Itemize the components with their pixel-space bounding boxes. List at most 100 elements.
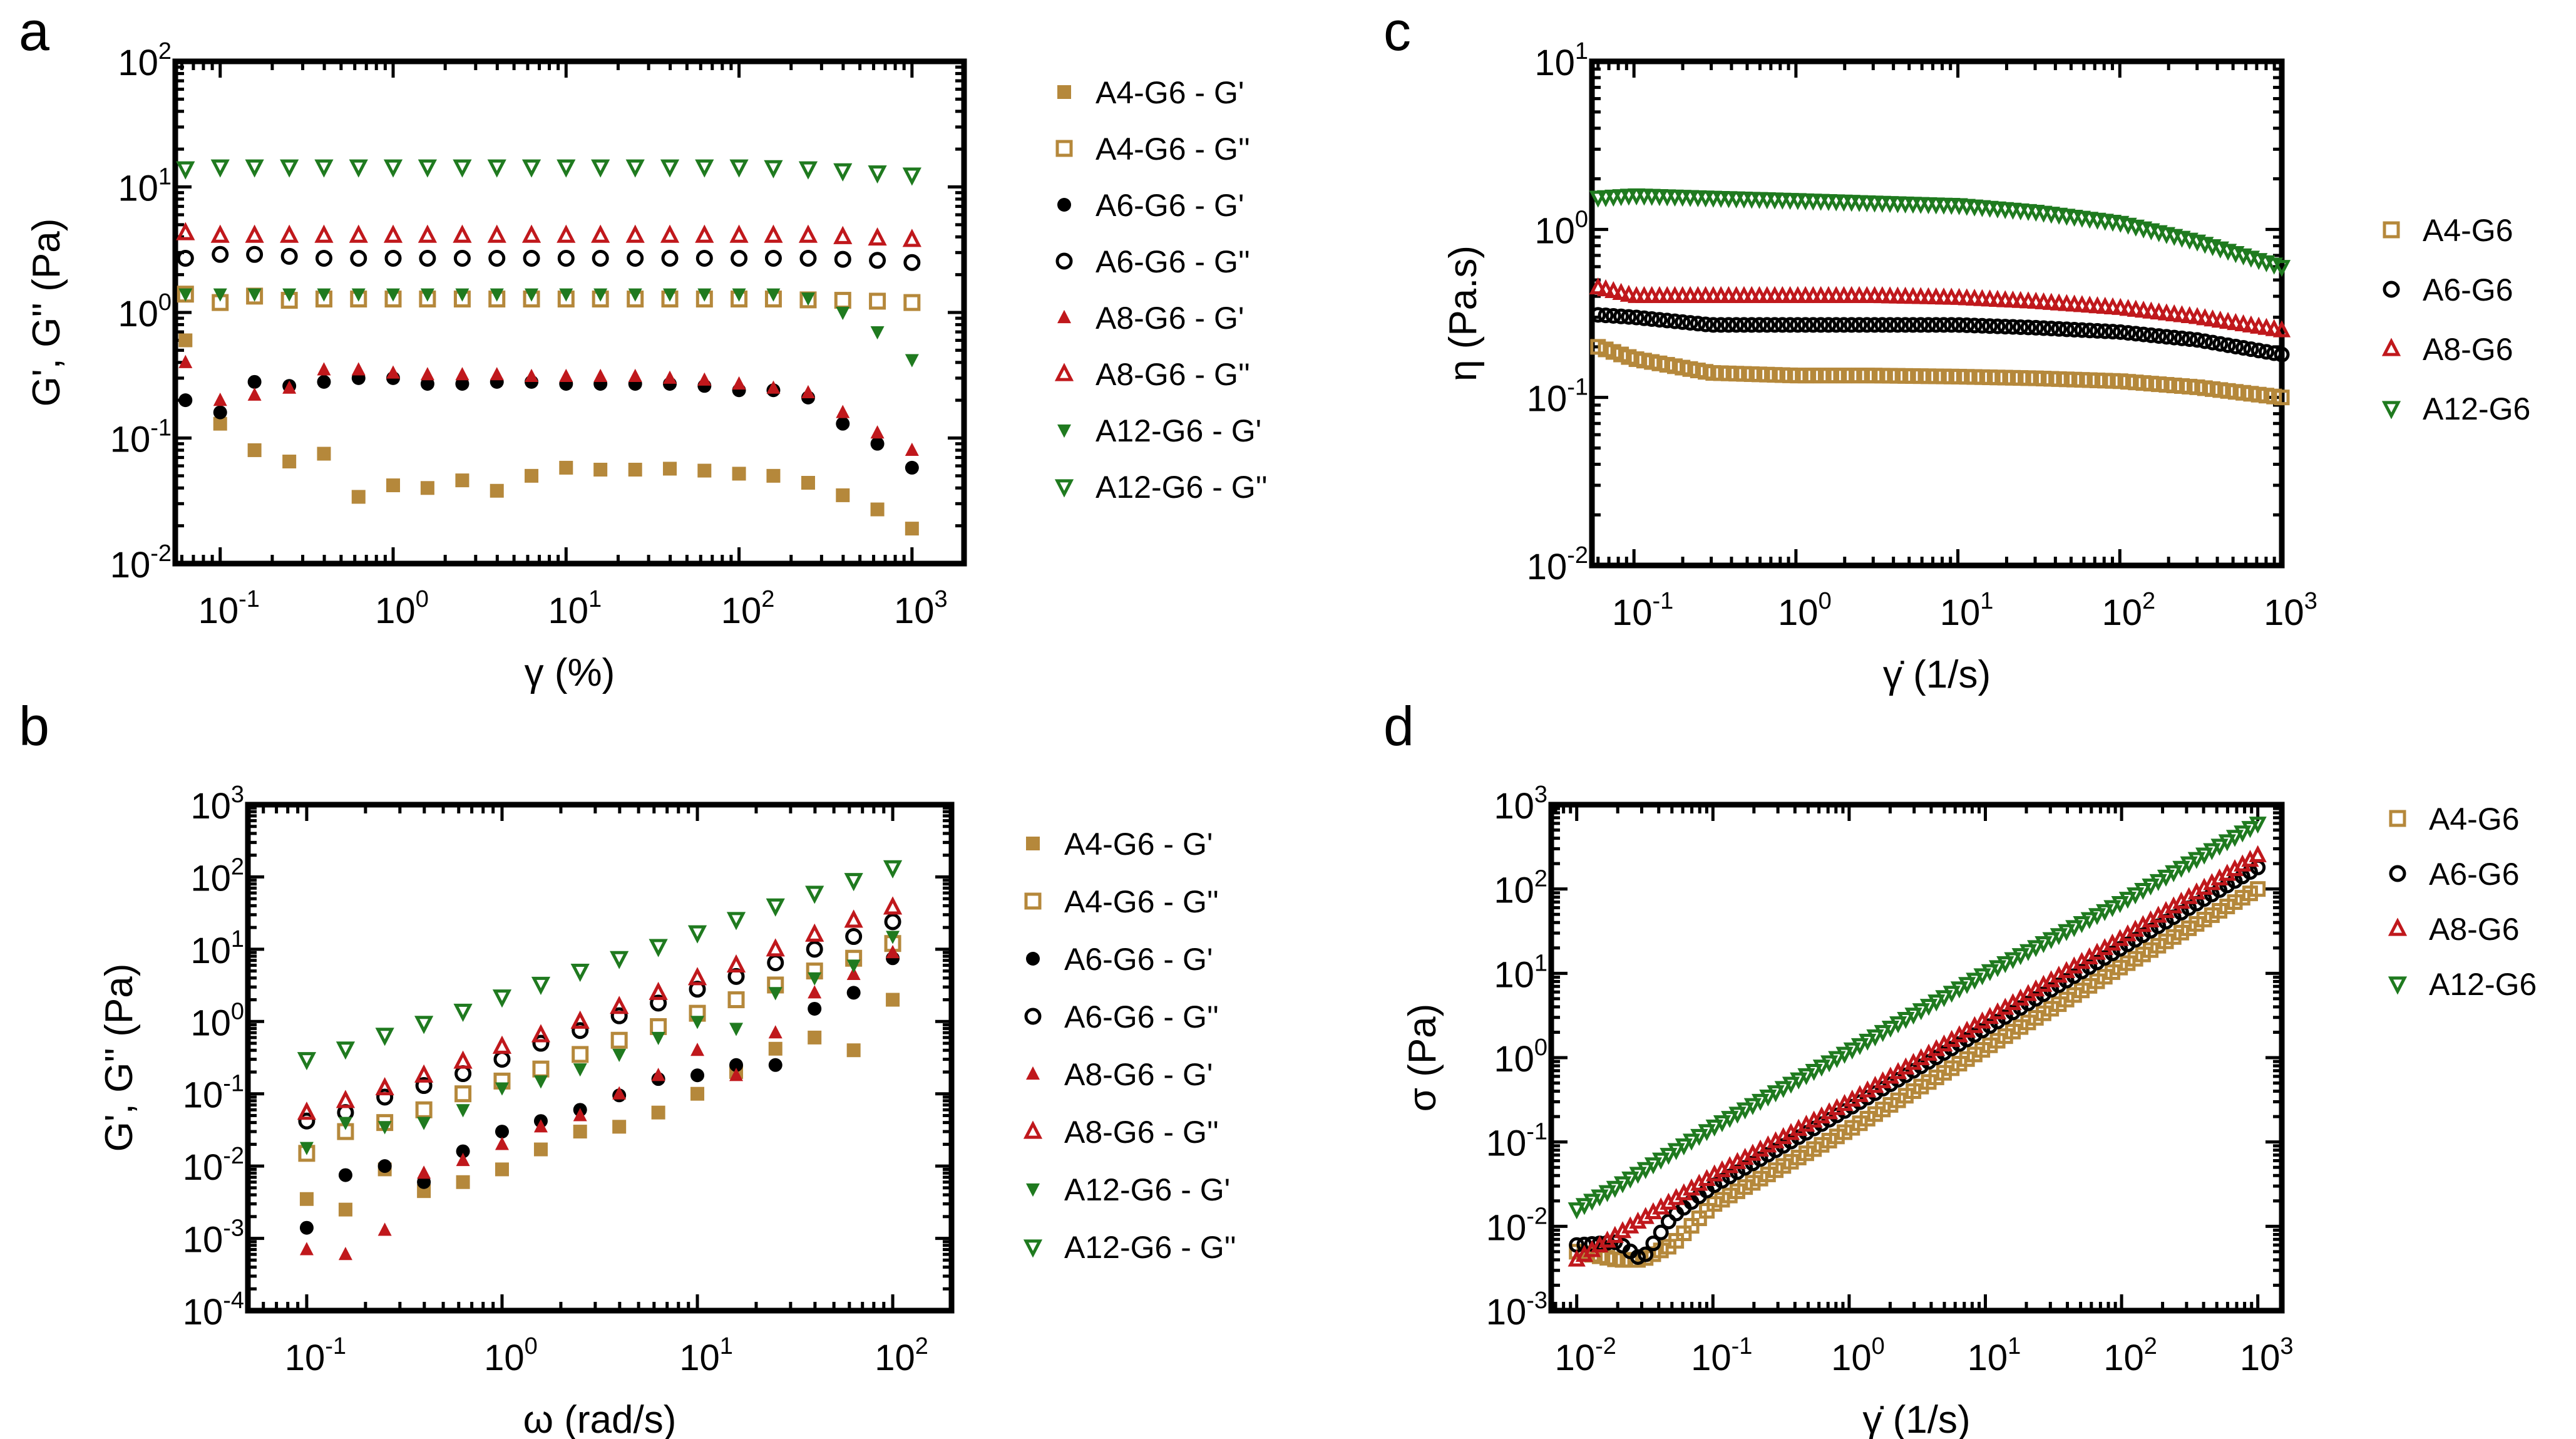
x-tick-label: 10-1 <box>1612 588 1673 633</box>
data-point <box>557 224 576 243</box>
data-point <box>2205 334 2221 351</box>
data-point <box>375 1077 394 1096</box>
data-point <box>377 1159 392 1173</box>
y-tick-label: 102 <box>1494 866 1547 911</box>
x-tick-label: 10-1 <box>285 1333 346 1378</box>
legend-marker <box>1055 252 1073 270</box>
data-point <box>869 252 886 269</box>
data-point <box>386 288 401 302</box>
legend-marker <box>1026 1183 1040 1197</box>
data-point <box>729 1058 744 1072</box>
y-axis-title: G', G'' (Pa) <box>98 964 141 1152</box>
data-point <box>557 250 575 267</box>
data-point <box>1621 1171 1640 1189</box>
data-point <box>905 460 919 475</box>
data-point <box>1759 1090 1777 1107</box>
data-point <box>531 1024 551 1043</box>
data-point <box>768 1025 783 1039</box>
data-point <box>766 380 781 394</box>
legend-marker <box>2389 810 2406 827</box>
data-point <box>1943 317 1959 333</box>
data-point <box>282 288 297 302</box>
data-point <box>2043 321 2060 337</box>
data-point <box>2112 324 2128 340</box>
data-point <box>525 368 539 383</box>
data-point <box>695 224 714 243</box>
data-point <box>1644 311 1660 327</box>
data-point <box>386 365 401 379</box>
data-point <box>798 161 818 180</box>
data-point <box>2219 311 2237 329</box>
data-point <box>213 416 227 431</box>
legend-item: A12-G6 - G'' <box>1054 470 1268 505</box>
data-point <box>1897 1012 1915 1029</box>
data-point <box>650 1018 667 1035</box>
data-point <box>495 1162 509 1177</box>
x-tick-label: 101 <box>679 1333 733 1378</box>
legend-marker <box>2388 917 2408 936</box>
y-tick-label: 10-2 <box>110 540 172 585</box>
data-point <box>767 954 784 971</box>
data-point <box>1728 317 1745 333</box>
series-a8-g6-g- <box>176 222 921 247</box>
data-point <box>280 247 298 265</box>
data-point <box>487 159 506 178</box>
data-point <box>2142 878 2160 896</box>
data-point <box>768 1058 783 1072</box>
data-point <box>493 1051 511 1068</box>
data-point <box>2195 847 2214 865</box>
data-point <box>695 250 713 267</box>
data-point <box>729 1023 744 1036</box>
legend-item: A4-G6 - G' <box>1057 75 1244 110</box>
data-point <box>1851 317 1867 333</box>
data-point <box>886 945 900 959</box>
legend-label: A4-G6 - G'' <box>1096 132 1250 167</box>
data-point <box>732 376 746 390</box>
data-point <box>2088 908 2106 926</box>
data-point <box>2234 825 2252 843</box>
x-tick-label: 10-2 <box>1555 1333 1616 1378</box>
data-point <box>1575 1198 1594 1215</box>
data-point <box>2212 336 2229 352</box>
series-a4-g6-g- <box>299 993 900 1217</box>
legend-label: A8-G6 <box>2423 332 2513 367</box>
data-point <box>246 245 264 263</box>
y-tick-label: 10-4 <box>183 1287 244 1333</box>
data-point <box>1759 317 1775 333</box>
data-point <box>417 1165 431 1179</box>
series-a12-g6-g- <box>297 860 903 1071</box>
data-point <box>1950 981 1969 999</box>
data-point <box>1820 1055 1839 1073</box>
data-point <box>905 354 919 368</box>
data-point <box>834 292 851 309</box>
data-point <box>768 987 783 1001</box>
data-point <box>454 1065 472 1083</box>
data-point <box>453 159 472 178</box>
data-point <box>1958 977 1976 994</box>
data-point <box>1904 1008 1922 1025</box>
data-point <box>697 288 712 302</box>
x-tick-label: 100 <box>484 1333 538 1378</box>
data-point <box>663 288 677 302</box>
data-point <box>247 443 262 457</box>
data-point <box>732 467 746 481</box>
data-point <box>418 159 438 178</box>
data-point <box>663 462 677 476</box>
data-point <box>2188 307 2207 324</box>
data-point <box>870 502 885 517</box>
data-point <box>557 159 576 178</box>
data-point <box>612 1086 627 1100</box>
legend-label: A6-G6 - G' <box>1064 942 1213 977</box>
data-point <box>573 1063 587 1077</box>
data-point <box>297 1101 317 1120</box>
data-point <box>1659 312 1675 329</box>
data-point <box>532 1034 550 1052</box>
data-point <box>610 996 629 1014</box>
y-tick-label: 103 <box>190 781 244 827</box>
data-point <box>572 1046 589 1063</box>
data-point <box>1589 277 1607 295</box>
data-point <box>833 163 853 182</box>
data-point <box>2258 344 2274 360</box>
series-a12-g6 <box>1589 188 2291 277</box>
data-point <box>1606 1180 1624 1198</box>
